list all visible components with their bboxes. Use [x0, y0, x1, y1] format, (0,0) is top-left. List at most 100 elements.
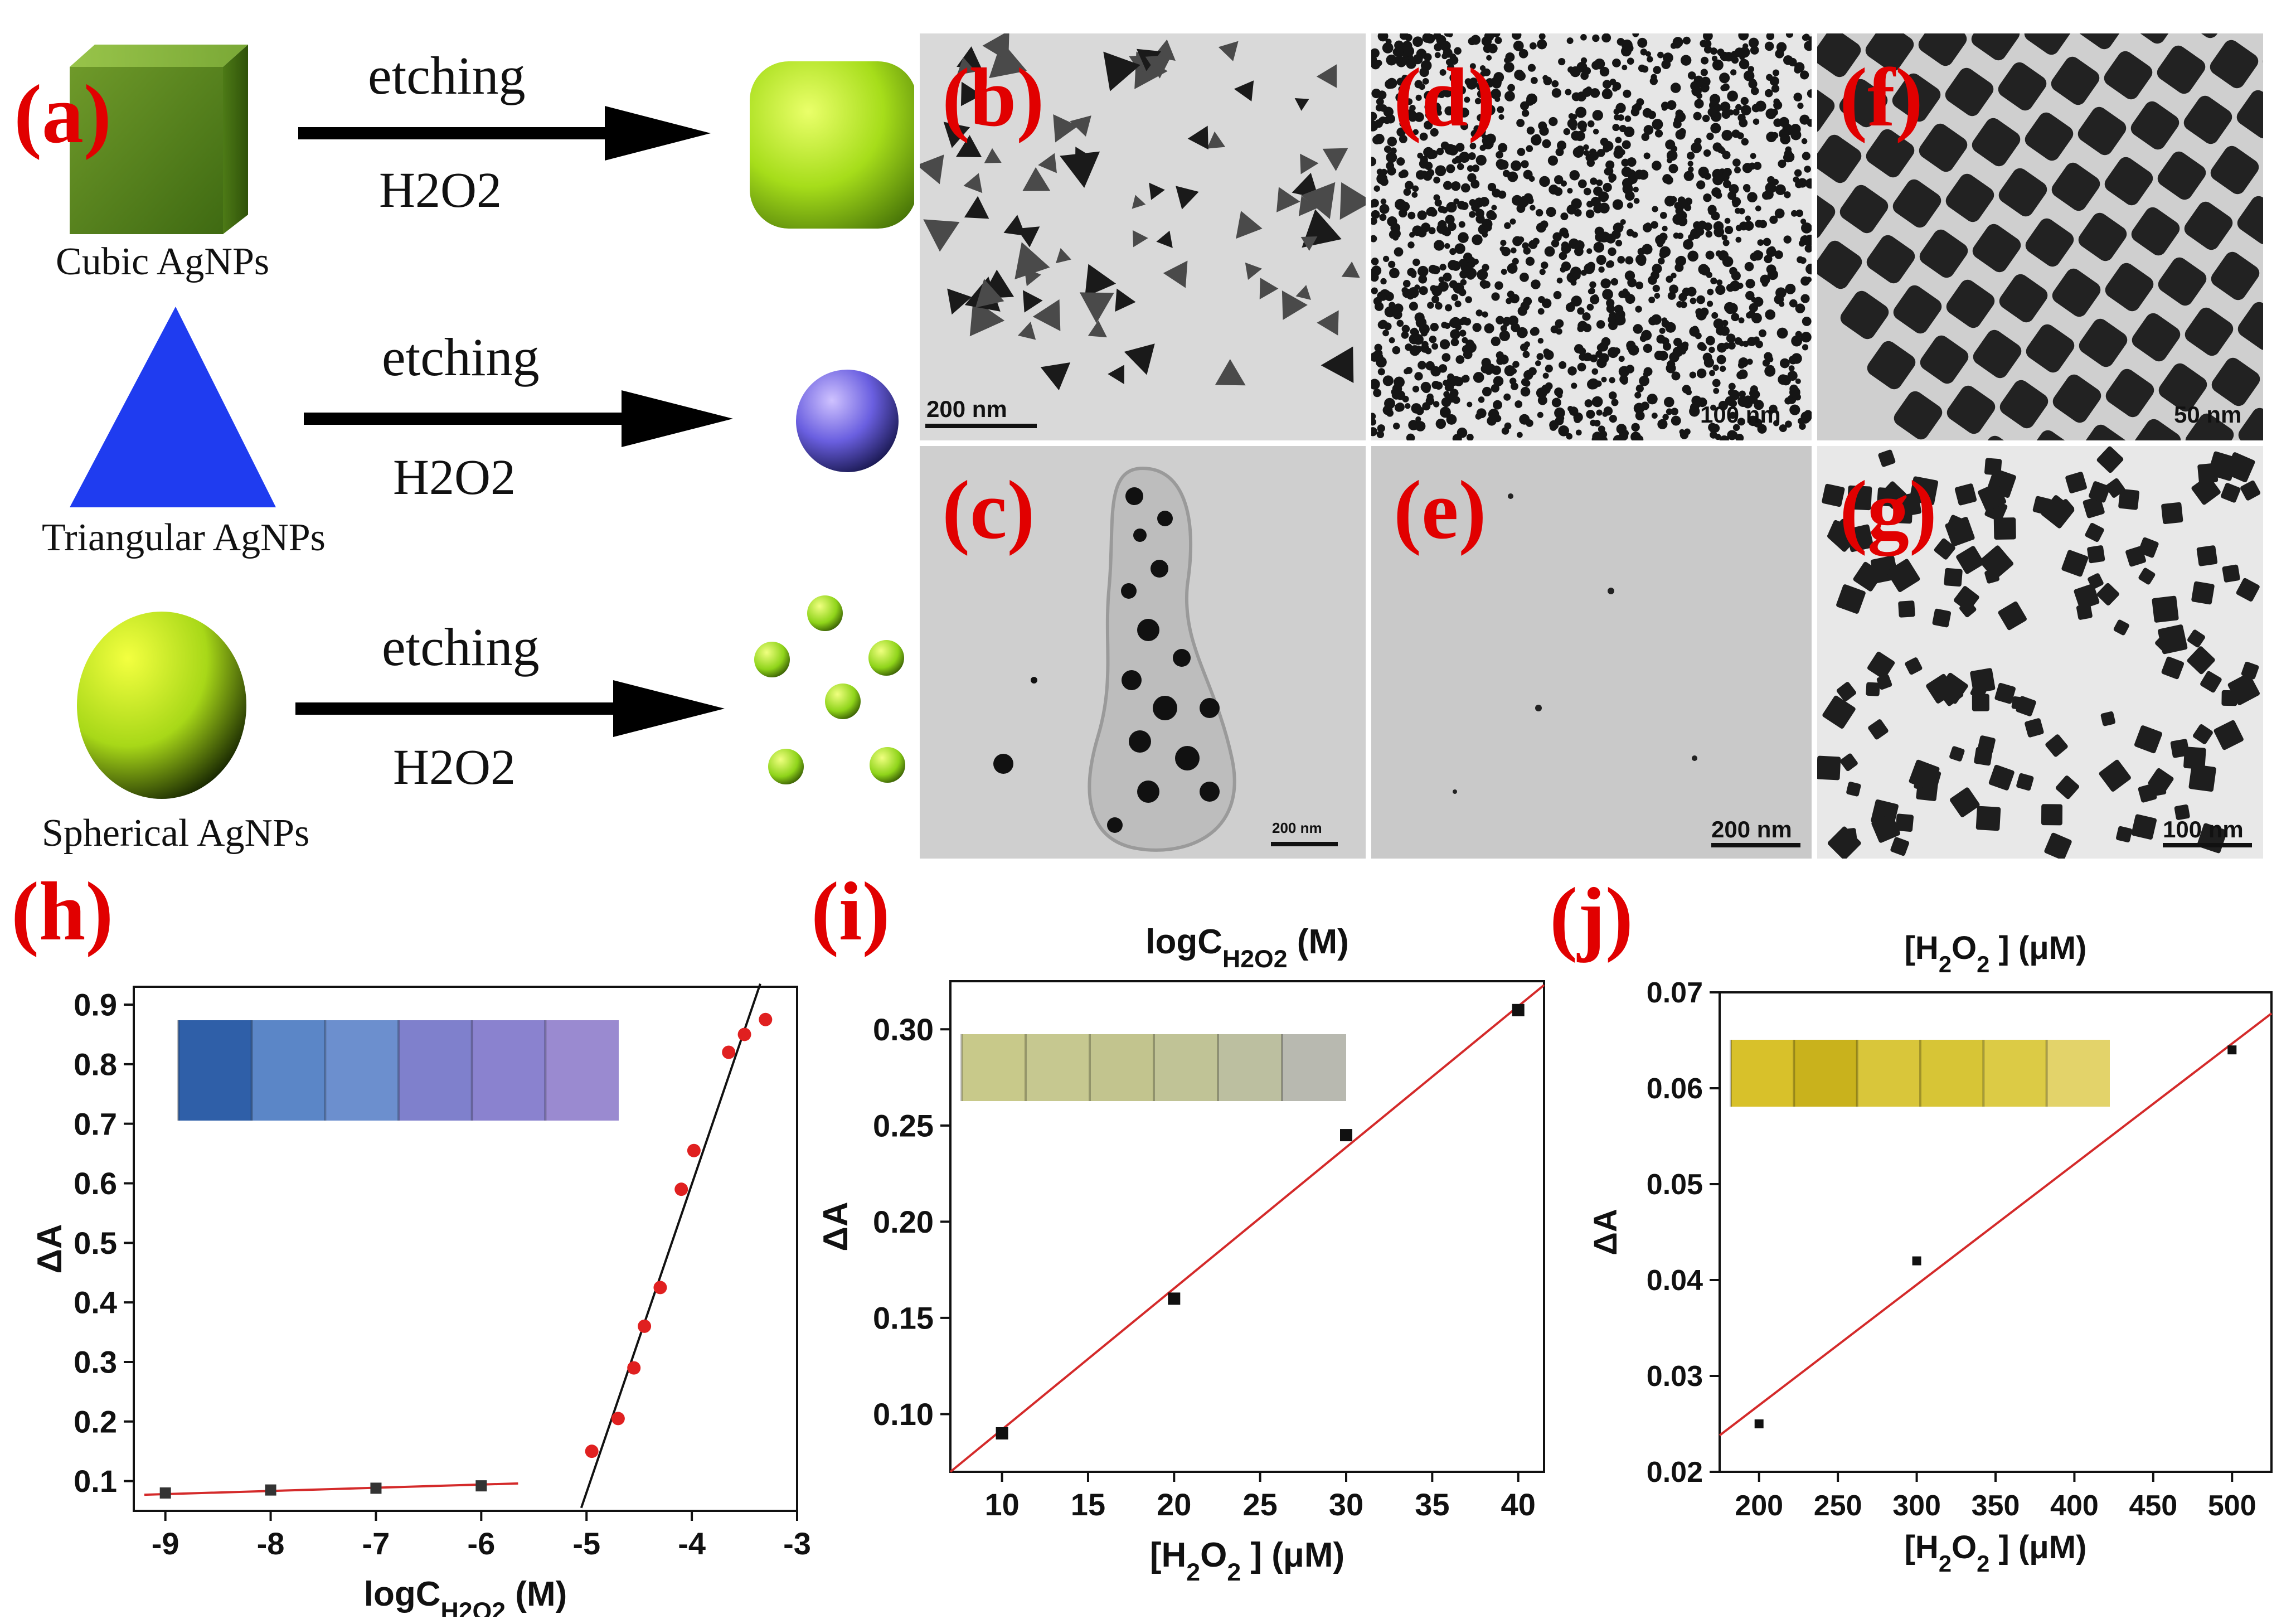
data-point — [737, 1027, 751, 1041]
tem-d-dot — [1580, 33, 1587, 41]
tem-image-e: (e) 200 nm — [1371, 446, 1812, 859]
x-tick-label: 40 — [1501, 1487, 1536, 1522]
tem-g-cube — [2225, 452, 2255, 483]
inset-vial — [1983, 1040, 2047, 1107]
tem-g-cube — [1954, 586, 1979, 612]
tem-d-dot — [1683, 239, 1693, 250]
tem-d-dot — [1710, 47, 1717, 55]
tem-d-dot — [1559, 361, 1567, 369]
tem-b-triangle — [1316, 64, 1337, 88]
tem-d-dot — [1538, 33, 1546, 40]
tem-g-cube — [1998, 601, 2027, 631]
tem-d-dot — [1742, 163, 1753, 173]
tem-b-triangle — [1088, 320, 1107, 338]
tem-d-dot — [1407, 241, 1415, 249]
tem-d-dot — [1439, 406, 1451, 418]
tem-d-dot — [1445, 89, 1452, 95]
tem-d-dot — [1588, 378, 1599, 390]
tem-d-dot — [1377, 424, 1385, 433]
tem-d-dot — [1467, 401, 1473, 408]
tem-f-cube — [1973, 329, 2022, 379]
tem-d-dot — [1517, 327, 1528, 338]
tem-d-dot — [1667, 100, 1677, 110]
tem-d-dot — [1494, 37, 1502, 44]
tem-d-dot — [1764, 89, 1773, 98]
tem-g-cube — [2131, 814, 2157, 840]
tem-d-dot — [1496, 351, 1504, 360]
tem-d-dot — [1372, 135, 1382, 145]
tem-d-dot — [1428, 264, 1438, 274]
tem-d-dot — [1514, 69, 1525, 80]
tem-d-dot — [1448, 222, 1457, 231]
tem-scale-e: 200 nm — [1711, 816, 1792, 842]
data-point — [759, 1012, 773, 1026]
tem-d-dot — [1687, 71, 1696, 80]
tem-d-dot — [1565, 302, 1575, 312]
tem-d-dot — [1591, 396, 1603, 408]
tem-image-b: (b) 200 nm — [920, 33, 1366, 440]
tem-d-dot — [1780, 358, 1790, 369]
tem-f-cube — [1998, 168, 2047, 217]
x-tick-label: 400 — [2050, 1490, 2099, 1522]
tem-d-dot — [1593, 186, 1603, 196]
tem-d-dot — [1469, 211, 1476, 218]
tem-d-dot — [1608, 247, 1617, 256]
tem-d-dot — [1651, 314, 1662, 325]
tem-d-dot — [1538, 295, 1545, 303]
tem-d-dot — [1557, 140, 1567, 151]
tem-d-dot — [1727, 191, 1736, 200]
tem-d-dot — [1396, 77, 1405, 86]
tem-d-dot — [1794, 66, 1802, 74]
tem-f-particles — [1817, 33, 2263, 440]
tem-d-dot — [1504, 222, 1511, 229]
tem-d-dot — [1653, 66, 1662, 74]
tem-g-cube — [1905, 657, 1923, 675]
y-tick-label: 0.06 — [1647, 1073, 1703, 1105]
tem-d-dot — [1575, 130, 1585, 142]
tem-g-cube — [1974, 747, 1993, 766]
tem-d-dot — [1531, 134, 1542, 146]
tem-g-cube — [2100, 711, 2115, 726]
tem-d-dot — [1415, 406, 1424, 415]
tem-d-dot — [1460, 183, 1470, 193]
tem-g-cube — [1993, 517, 2016, 540]
tem-g-cube — [2065, 472, 2087, 493]
tem-d-dot — [1754, 400, 1764, 410]
tem-d-dot — [1394, 247, 1404, 257]
tem-d-dot — [1449, 73, 1458, 83]
tem-d-dot — [1785, 33, 1794, 38]
tem-d-dot — [1559, 251, 1567, 260]
tem-d-particles — [1371, 33, 1812, 440]
tem-d-dot — [1671, 415, 1681, 426]
tem-d-dot — [1729, 390, 1740, 401]
tem-d-dot — [1373, 389, 1382, 398]
tem-d-dot — [1751, 313, 1762, 324]
tem-d-dot — [1751, 104, 1760, 113]
tem-d-dot — [1542, 139, 1551, 148]
tem-d-dot — [1469, 143, 1477, 149]
inset-vial — [1218, 1034, 1282, 1101]
tem-d-dot — [1635, 384, 1644, 392]
y-tick-label: 0.20 — [873, 1204, 934, 1239]
tem-f-cube — [2026, 324, 2075, 373]
tem-d-dot — [1661, 60, 1671, 69]
tem-d-dot — [1757, 251, 1764, 258]
tem-d-dot — [1631, 423, 1640, 432]
tem-d-dot — [1415, 421, 1426, 432]
tem-b-triangle — [1079, 292, 1114, 323]
tem-d-dot — [1459, 152, 1470, 163]
tem-d-dot — [1491, 76, 1502, 88]
inset-vial — [1090, 1034, 1154, 1101]
tem-d-dot — [1764, 365, 1776, 377]
tem-d-dot — [1571, 382, 1577, 389]
inset-vial — [2046, 1040, 2110, 1107]
tem-d-dot — [1507, 171, 1518, 182]
tem-d-dot — [1611, 230, 1621, 239]
tem-d-dot — [1724, 217, 1731, 224]
tem-d-dot — [1389, 230, 1398, 239]
tem-d-dot — [1617, 255, 1625, 264]
tem-d-dot — [1499, 159, 1509, 170]
tem-d-dot — [1613, 347, 1620, 355]
tem-d-dot — [1371, 379, 1380, 390]
tem-d-dot — [1732, 424, 1740, 432]
